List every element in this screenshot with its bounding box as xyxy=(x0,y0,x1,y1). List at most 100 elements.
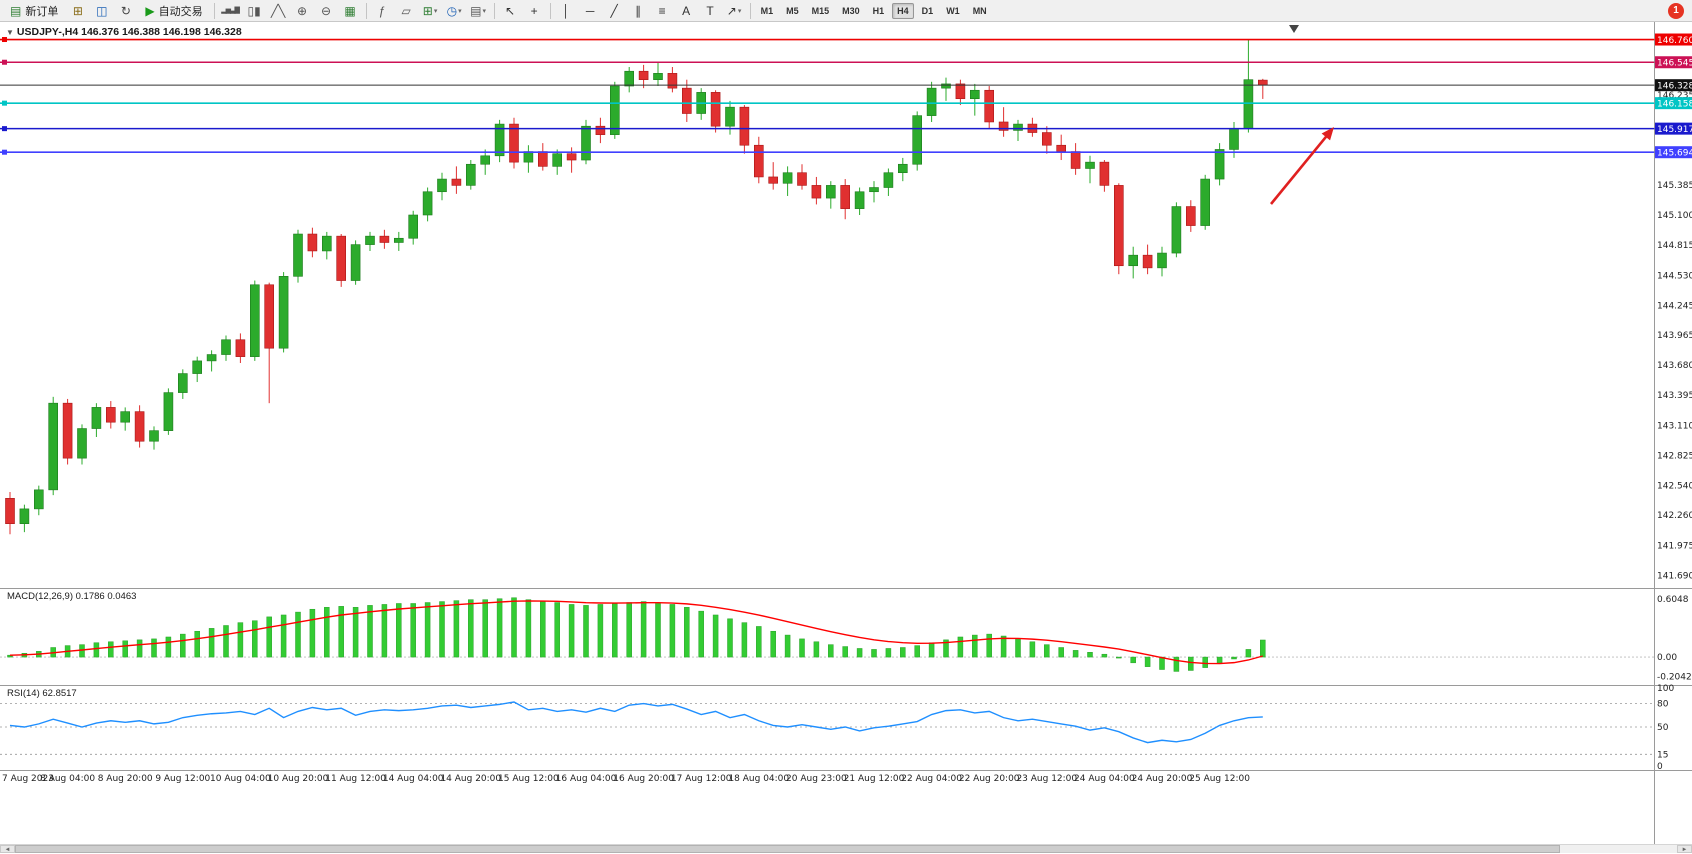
level-line-handle[interactable] xyxy=(2,59,7,65)
macd-histogram-bar xyxy=(1072,650,1079,658)
zoom-out-icon-button[interactable]: ⊖ xyxy=(315,1,338,21)
candle xyxy=(1056,144,1066,152)
new-chart-icon-button[interactable]: ⊞ xyxy=(66,1,89,21)
macd-histogram-bar xyxy=(684,607,690,658)
cursor-icon-button[interactable]: ↖ xyxy=(499,1,522,21)
trend-arrow-head[interactable] xyxy=(1321,127,1334,141)
scroll-left-button[interactable]: ◄ xyxy=(0,845,15,853)
new-order-button[interactable]: ▤ 新订单 xyxy=(3,0,65,22)
macd-histogram-bar xyxy=(1000,635,1007,658)
time-axis-label: 8 Aug 04:00 xyxy=(40,774,95,784)
macd-histogram-bar xyxy=(828,644,834,658)
rsi-axis-label: 50 xyxy=(1657,723,1669,733)
candle xyxy=(609,85,620,135)
refresh-icon-button[interactable]: ↻ xyxy=(114,1,137,21)
macd-histogram-bar xyxy=(352,607,359,658)
candle xyxy=(451,178,462,186)
bar-chart-icon-button[interactable]: ▂▅▃▇ xyxy=(219,1,242,21)
notifications-badge[interactable]: 1 xyxy=(1668,2,1684,19)
candle xyxy=(926,87,937,116)
price-axis-label: 143.680 xyxy=(1657,361,1692,371)
price-axis-label: 144.815 xyxy=(1657,241,1692,251)
macd-histogram-bar xyxy=(122,640,128,658)
line-chart-icon-button[interactable]: ╱╲ xyxy=(267,1,290,21)
line-chart-icon: ╱╲ xyxy=(270,3,286,18)
scroll-right-button[interactable]: ► xyxy=(1677,845,1692,853)
candlestick-chart-icon-button[interactable]: ▯▮ xyxy=(243,1,266,21)
text-icon-button[interactable]: A xyxy=(675,1,698,21)
macd-histogram-bar xyxy=(511,597,517,658)
objects-list-icon-button[interactable]: ▱ xyxy=(395,1,418,21)
equidistant-channel-icon-button[interactable]: ∥ xyxy=(627,1,650,21)
fibonacci-icon: ≡ xyxy=(658,3,666,18)
macd-histogram-bar xyxy=(165,636,172,658)
fibonacci-icon-button[interactable]: ≡ xyxy=(651,1,674,21)
candle xyxy=(523,151,534,163)
trendline-icon-button[interactable]: ╱ xyxy=(603,1,626,21)
candle xyxy=(1258,79,1268,86)
text-icon: A xyxy=(682,3,691,18)
chart-dropdown-icon[interactable]: ▼ xyxy=(6,28,14,37)
timeframe-button-h1[interactable]: H1 xyxy=(872,5,885,16)
level-line-handle[interactable] xyxy=(2,149,7,155)
tile-windows-icon-button[interactable]: ▦ xyxy=(339,1,362,21)
candle xyxy=(5,498,15,524)
level-line-handle[interactable] xyxy=(2,126,7,132)
candle xyxy=(969,89,980,100)
macd-histogram-bar xyxy=(136,639,143,658)
horizontal-scrollbar[interactable]: ◄ ► xyxy=(0,844,1692,853)
timeframe-button-m5[interactable]: M5 xyxy=(786,5,799,16)
level-line-handle[interactable] xyxy=(2,100,7,106)
horizontal-line-icon-button[interactable]: ─ xyxy=(579,1,602,21)
timeframe-button-mn[interactable]: MN xyxy=(972,5,987,16)
equidistant-channel-icon: ∥ xyxy=(635,3,642,18)
timeframe-button-m15[interactable]: M15 xyxy=(811,5,830,16)
indicators-icon: ƒ xyxy=(378,3,386,18)
arrows-tool-icon: ↗ xyxy=(726,3,737,18)
macd-histogram-bar xyxy=(439,601,445,658)
arrows-tool-icon-button[interactable]: ↗ ▾ xyxy=(723,1,746,21)
timeframe-button-d1[interactable]: D1 xyxy=(921,5,934,16)
candle xyxy=(595,125,606,135)
macd-histogram-bar xyxy=(900,647,906,658)
level-line-handle[interactable] xyxy=(2,37,7,43)
periods-icon-button[interactable]: ◷ ▾ xyxy=(443,1,466,21)
time-axis-label: 10 Aug 20:00 xyxy=(268,774,329,784)
periods-caret-icon: ▾ xyxy=(458,7,462,15)
zoom-in-icon-button[interactable]: ⊕ xyxy=(291,1,314,21)
candle xyxy=(811,185,822,199)
vertical-line-icon-button[interactable]: │ xyxy=(555,1,578,21)
timeframe-button-m1[interactable]: M1 xyxy=(760,5,774,16)
macd-histogram-bar xyxy=(1159,656,1165,670)
auto-trading-button[interactable]: ▶ 自动交易 xyxy=(138,0,209,22)
candle xyxy=(48,402,59,491)
zoom-in-icon: ⊕ xyxy=(297,3,308,18)
candle xyxy=(1070,151,1081,169)
scrollbar-thumb[interactable] xyxy=(15,845,1560,853)
profiles-icon-button[interactable]: ◫ xyxy=(90,1,113,21)
macd-histogram-bar xyxy=(669,604,676,658)
time-axis-label: 18 Aug 04:00 xyxy=(728,774,789,784)
trend-arrow-annotation[interactable] xyxy=(1269,130,1332,205)
timeframe-button-h4[interactable]: H4 xyxy=(892,2,914,19)
templates-icon-button[interactable]: ▤ ▾ xyxy=(467,1,490,21)
macd-histogram-bar xyxy=(367,605,373,658)
add-indicator-icon-button[interactable]: ⊞ ▾ xyxy=(419,1,442,21)
macd-histogram-bar xyxy=(928,642,935,658)
candle xyxy=(710,92,721,127)
timeframe-button-m30[interactable]: M30 xyxy=(842,5,860,16)
price-axis-label: 144.245 xyxy=(1657,301,1692,311)
candle xyxy=(984,89,995,123)
timeframe-button-w1[interactable]: W1 xyxy=(946,5,960,16)
candle xyxy=(336,235,347,281)
crosshair-icon-button[interactable]: + xyxy=(523,1,546,21)
macd-signal-line xyxy=(9,600,1263,665)
indicators-icon-button[interactable]: ƒ xyxy=(371,1,394,21)
macd-axis-label: -0.2042 xyxy=(1657,673,1692,683)
chart-shift-marker[interactable] xyxy=(1289,25,1299,33)
candle xyxy=(134,411,145,442)
text-label-icon-button[interactable]: T xyxy=(699,1,722,21)
macd-histogram-bar xyxy=(1188,656,1194,671)
price-level-label-bg xyxy=(1655,79,1692,92)
